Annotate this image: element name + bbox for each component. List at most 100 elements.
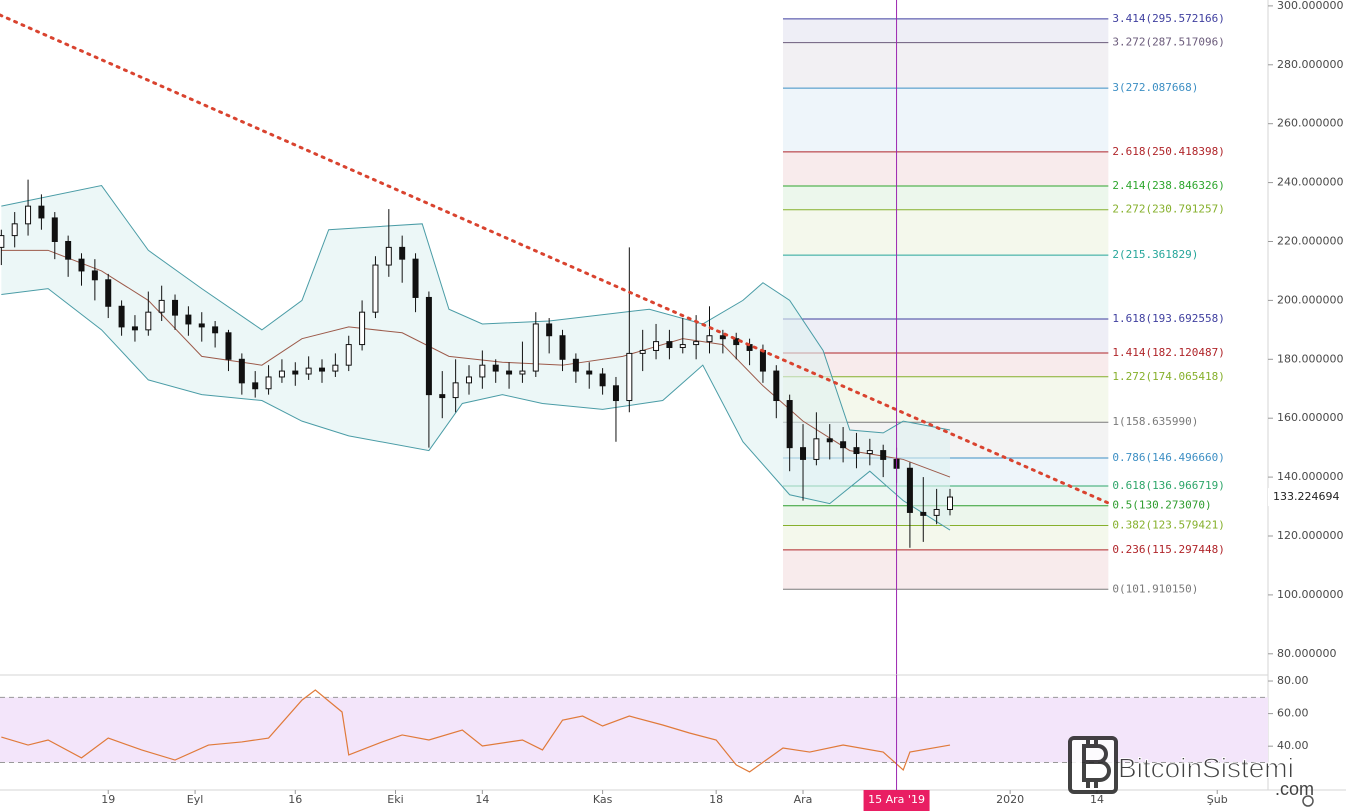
candle-body: [385, 246, 392, 266]
fib-label: 3.272(287.517096): [1112, 36, 1225, 49]
fib-label: 3.414(295.572166): [1112, 12, 1225, 25]
candle-body: [612, 385, 619, 402]
candle-body: [78, 258, 85, 272]
candle-body: [906, 467, 913, 513]
rsi-y-tick-label: 40.00: [1277, 739, 1309, 752]
fib-zone: [782, 88, 1109, 152]
candle-body: [586, 370, 593, 375]
fib-label: 0.5(130.273070): [1112, 499, 1211, 512]
candle-body: [519, 370, 526, 375]
x-tick-label: Ara: [794, 793, 813, 806]
x-tick-label: 19: [101, 793, 115, 806]
candle-body: [65, 240, 72, 260]
candle-body: [332, 364, 339, 372]
fib-zone: [782, 18, 1109, 43]
fib-zone: [782, 42, 1109, 89]
candle-body: [105, 279, 112, 307]
settings-icon[interactable]: [1302, 795, 1314, 807]
candle-body: [866, 450, 873, 455]
candle-body: [706, 335, 713, 343]
candle-body: [51, 217, 58, 242]
candle-body: [359, 311, 366, 346]
candle-body: [172, 299, 179, 316]
rsi-band: [0, 697, 1268, 763]
candle-body: [305, 367, 312, 375]
candle-body: [532, 323, 539, 372]
x-tick-label: Kas: [593, 793, 613, 806]
fib-zone: [782, 318, 1109, 354]
x-tick-label: 18: [709, 793, 723, 806]
y-tick-label: 240.000000: [1277, 176, 1343, 189]
candle-body: [225, 332, 232, 360]
candle-body: [372, 264, 379, 313]
fib-label: 0.236(115.297448): [1112, 543, 1225, 556]
candle-body: [759, 349, 766, 372]
bollinger-lower: [1, 288, 951, 531]
candle-body: [826, 438, 833, 443]
candle-body: [265, 376, 272, 390]
candle-body: [840, 441, 847, 449]
candle-body: [345, 344, 352, 366]
crosshair-box: [863, 790, 930, 811]
fib-zone: [782, 255, 1109, 319]
fib-zone: [782, 185, 1109, 210]
candle-body: [572, 358, 579, 372]
candle-body: [252, 382, 259, 390]
fib-zone: [782, 353, 1109, 377]
candle-body: [465, 376, 472, 384]
y-tick-label: 280.000000: [1277, 58, 1343, 71]
x-tick-label: Şub: [1207, 793, 1228, 806]
y-tick-label: 220.000000: [1277, 234, 1343, 247]
y-tick-label: 80.000000: [1277, 647, 1337, 660]
candle-body: [853, 447, 860, 455]
last-price-label: 133.224694: [1273, 490, 1339, 503]
candle-body: [439, 394, 446, 399]
candle-body: [158, 299, 165, 313]
candle-body: [118, 305, 125, 328]
crosshair-label: 15 Ara '19: [868, 793, 925, 806]
candle-body: [292, 370, 299, 375]
candle-body: [946, 496, 953, 510]
candle-body: [145, 311, 152, 331]
candle-body: [238, 358, 245, 384]
rsi-y-tick-label: 60.00: [1277, 707, 1309, 720]
candle-body: [653, 341, 660, 351]
candle-body: [452, 382, 459, 399]
fib-label: 3(272.087668): [1112, 81, 1198, 94]
candle-body: [506, 370, 513, 375]
candle-body: [800, 447, 807, 460]
bollinger-fill: [1, 185, 950, 531]
candle-body: [91, 270, 98, 281]
candle-body: [679, 344, 686, 349]
price-pane: 3.414(295.572166) 3.272(287.517096) 3(272.…: [0, 0, 1225, 675]
candle-body: [0, 235, 5, 248]
bollinger-middle: [1, 249, 951, 478]
fib-label: 2.618(250.418398): [1112, 145, 1225, 158]
candle-body: [38, 205, 45, 219]
rsi-line: [1, 689, 951, 773]
candle-body: [25, 205, 32, 225]
candle-body: [559, 335, 566, 360]
candle-body: [425, 296, 432, 396]
candle-body: [185, 314, 192, 325]
candle-body: [626, 352, 633, 402]
x-tick-label: 16: [288, 793, 302, 806]
fib-label: 0.786(146.496660): [1112, 451, 1225, 464]
y-tick-label: 120.000000: [1277, 529, 1343, 542]
fib-label: 0.382(123.579421): [1112, 518, 1225, 531]
fib-zone: [782, 209, 1109, 256]
gear[interactable]: [1302, 795, 1314, 807]
x-tick-label: 2020: [996, 793, 1024, 806]
fib-label: 1.414(182.120487): [1112, 346, 1225, 359]
watermark: BitcoinSistemi .com: [1068, 736, 1314, 799]
rsi-y-tick-label: 80.00: [1277, 674, 1309, 687]
candle-body: [479, 364, 486, 378]
y-tick-label: 200.000000: [1277, 293, 1343, 306]
candle-body: [399, 246, 406, 260]
candle-body: [813, 438, 820, 460]
y-tick-label: 260.000000: [1277, 117, 1343, 130]
last-price-box: [1268, 488, 1346, 507]
fib-label: 1.272(174.065418): [1112, 370, 1225, 383]
x-tick-label: 14: [475, 793, 489, 806]
candle-body: [693, 341, 700, 346]
